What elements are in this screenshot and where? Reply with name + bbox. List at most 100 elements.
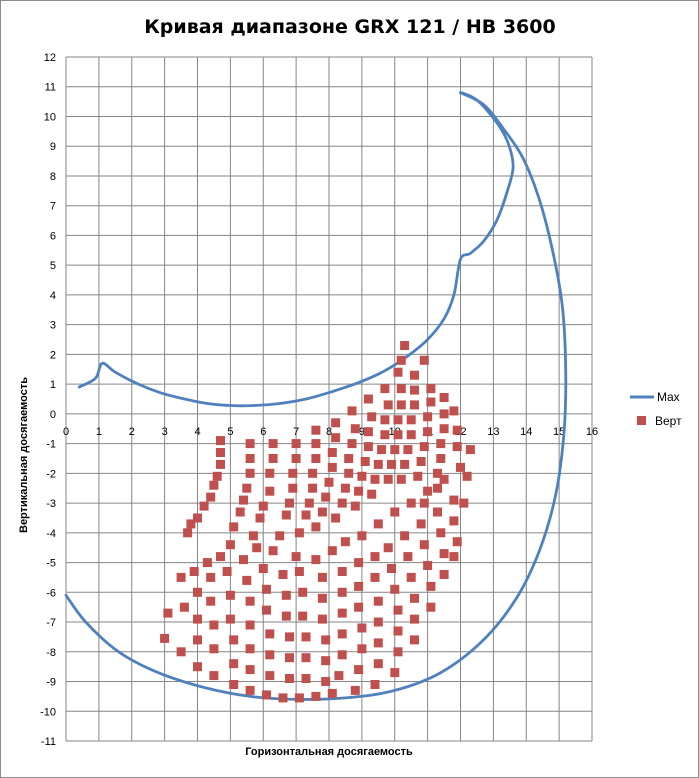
vert-point [380,415,390,425]
x-tick-label: 5 [227,426,233,438]
vert-point [262,690,271,700]
vert-point [410,593,419,603]
vert-point [449,406,459,416]
vert-point [176,647,186,657]
vert-point [354,581,364,591]
vert-point [383,474,393,484]
vert-point [373,459,383,469]
vert-point [334,671,344,681]
vert-point [189,567,199,576]
vert-point [393,415,403,425]
vert-point [390,668,400,678]
vert-point [396,384,406,394]
vert-point [370,474,380,484]
vert-point [331,513,341,523]
vert-point [337,567,347,576]
vert-point [298,587,308,597]
vert-point [363,427,373,437]
vert-point [245,439,255,449]
vert-point [419,355,429,365]
vert-point [344,454,354,463]
y-tick-label: -11 [41,736,56,748]
vert-point [311,555,321,565]
y-tick-label: 12 [44,52,56,64]
vert-point [258,501,268,511]
vert-point [275,531,285,541]
vert-point [410,614,419,624]
y-tick-label: 8 [50,171,56,183]
vert-point [363,394,373,404]
vert-point [294,567,304,576]
vert-point [242,575,252,585]
vert-point [373,617,383,627]
vert-point [403,552,413,562]
vert-point [449,552,459,562]
plot-series [64,91,568,703]
vert-point [380,430,390,440]
vert-point [357,471,367,481]
vert-point [387,564,396,573]
vert-point [308,468,318,478]
vert-point [433,483,442,493]
vert-point [367,489,377,499]
vert-point [225,590,235,600]
vert-point [265,671,275,681]
vert-point [255,513,265,523]
vert-point [423,486,433,496]
y-tick-label: 10 [44,111,56,123]
vert-point [337,587,347,597]
y-tick-label: -8 [46,647,56,659]
vert-point [308,483,318,493]
x-axis-title: Горизонтальная досягаемость [245,746,413,758]
vert-point [268,439,278,449]
vert-point [229,635,239,645]
y-axis-title: Вертикальная досягаемость [18,377,30,533]
vert-point [403,445,413,455]
vert-point [462,471,472,481]
vert-point [301,632,311,642]
vert-point [229,659,239,669]
vert-point [206,596,216,606]
vert-point [193,614,202,624]
vert-point [225,540,235,550]
vert-point [390,445,400,455]
vert-point [202,558,212,568]
vert-point [347,439,357,449]
vert-point [340,483,350,493]
vert-point [209,644,219,654]
vert-point [410,400,419,410]
vert-point [301,674,311,683]
vert-point [439,474,449,484]
vert-point [354,558,364,568]
vert-point [216,459,225,469]
vert-point [426,384,436,394]
vert-point [396,474,406,484]
vert-point [465,445,475,455]
vert-point [373,596,383,606]
vert-point [193,635,202,645]
y-tick-label: 3 [50,320,56,332]
vert-point [285,653,294,663]
x-tick-label: 6 [260,426,266,438]
vert-point [340,537,350,547]
vert-point [373,519,383,529]
vert-point [160,633,170,643]
y-tick-label: -5 [46,558,56,570]
vert-point [301,510,311,520]
vert-point [396,355,406,365]
vert-point [288,468,298,478]
vert-point [285,674,294,683]
vert-point [347,406,357,416]
vert-point [331,418,341,428]
vert-point [370,680,380,689]
vert-point [390,584,400,594]
vert-point [423,412,433,422]
y-tick-label: 4 [50,290,56,302]
vert-point [380,384,390,394]
y-tick-label: -7 [46,617,56,629]
vert-point [360,457,370,466]
x-tick-label: 8 [326,426,332,438]
vert-point [193,587,202,597]
